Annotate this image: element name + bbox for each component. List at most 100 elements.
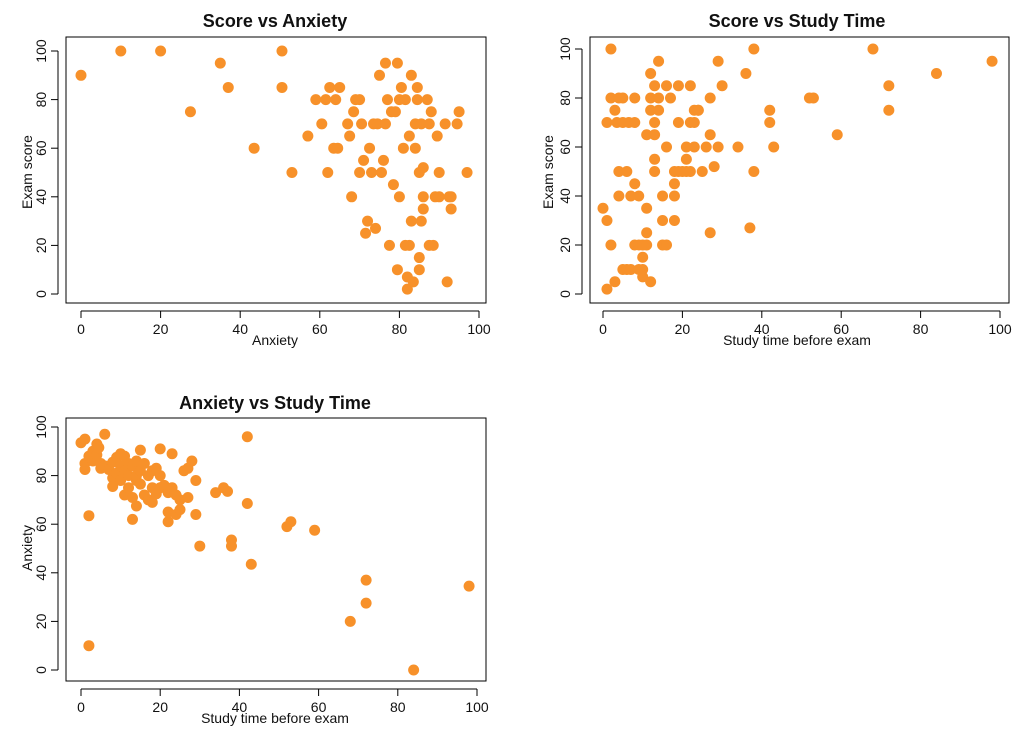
- x-tick-label: 0: [599, 321, 607, 337]
- data-point: [286, 167, 298, 178]
- y-tick-label: 0: [33, 666, 49, 674]
- x-tick-label: 100: [467, 321, 491, 337]
- data-point: [375, 167, 387, 178]
- data-point: [461, 167, 473, 178]
- x-tick-label: 20: [153, 321, 169, 337]
- data-point: [342, 118, 354, 130]
- data-point: [417, 162, 429, 174]
- data-point: [354, 167, 366, 178]
- x-tick-label: 100: [465, 699, 489, 715]
- data-point: [366, 167, 378, 178]
- x-tick-label: 20: [152, 699, 168, 715]
- data-point: [401, 283, 413, 295]
- data-point: [883, 104, 895, 116]
- data-point: [360, 574, 372, 586]
- data-point: [831, 129, 843, 141]
- data-point: [276, 81, 288, 93]
- data-point: [123, 482, 135, 494]
- data-point: [684, 80, 696, 92]
- data-point: [241, 498, 253, 510]
- data-point: [245, 558, 257, 570]
- data-point: [684, 166, 696, 177]
- data-point: [716, 80, 728, 92]
- data-point: [421, 94, 433, 106]
- data-point: [645, 276, 657, 288]
- data-point: [408, 664, 420, 676]
- data-point: [348, 106, 360, 118]
- data-point: [433, 191, 445, 203]
- data-point: [75, 69, 87, 81]
- data-point: [395, 81, 407, 93]
- data-point: [241, 431, 253, 443]
- data-point: [601, 283, 613, 295]
- data-point: [441, 276, 453, 288]
- data-point: [680, 141, 692, 153]
- data-point: [174, 504, 186, 516]
- data-point: [415, 215, 427, 227]
- data-point: [225, 540, 237, 552]
- data-point: [661, 80, 673, 92]
- data-point: [210, 487, 222, 499]
- y-tick-label: 80: [33, 468, 49, 484]
- data-point: [605, 92, 617, 104]
- data-point: [657, 215, 669, 226]
- data-point: [704, 129, 716, 141]
- data-point: [93, 442, 105, 454]
- data-point: [387, 179, 399, 191]
- data-point: [672, 117, 684, 128]
- data-point: [641, 202, 653, 214]
- data-point: [383, 239, 395, 251]
- data-point: [704, 227, 716, 239]
- data-point: [344, 615, 356, 627]
- data-point: [672, 80, 684, 92]
- data-point: [344, 130, 356, 142]
- data-point: [184, 106, 196, 118]
- data-point: [370, 222, 382, 234]
- data-point: [379, 118, 391, 130]
- data-point: [641, 239, 653, 251]
- data-point: [115, 474, 127, 486]
- data-point: [403, 130, 415, 142]
- data-point: [668, 190, 680, 202]
- data-point: [637, 271, 649, 283]
- data-point: [154, 443, 166, 455]
- data-point: [629, 92, 641, 104]
- data-point: [374, 69, 385, 81]
- y-tick-label: 40: [33, 189, 49, 205]
- data-point: [138, 457, 150, 469]
- x-tick-label: 80: [913, 321, 929, 337]
- data-point: [732, 141, 744, 153]
- plot-frame: [65, 36, 487, 304]
- x-tick-label: 80: [392, 321, 408, 337]
- data-point: [613, 190, 625, 202]
- y-tick-label: 100: [33, 39, 49, 63]
- data-point: [633, 190, 645, 202]
- data-point: [391, 57, 403, 69]
- data-point: [182, 491, 194, 503]
- data-point: [346, 191, 358, 203]
- data-point: [930, 68, 942, 79]
- data-point: [154, 470, 166, 482]
- data-point: [748, 166, 760, 177]
- y-tick-label: 0: [33, 290, 49, 298]
- data-point: [740, 68, 752, 79]
- data-point: [668, 178, 680, 190]
- y-tick-label: 20: [33, 237, 49, 253]
- data-point: [354, 94, 366, 106]
- data-point: [986, 55, 998, 67]
- data-point: [186, 455, 198, 467]
- data-point: [431, 130, 443, 142]
- data-point: [222, 81, 234, 93]
- x-axis-label: Study time before exam: [723, 332, 871, 348]
- data-point: [883, 80, 895, 92]
- data-point: [83, 640, 95, 652]
- data-point: [417, 191, 429, 203]
- y-axis-label: Exam score: [540, 135, 556, 209]
- data-point: [629, 117, 641, 128]
- x-tick-label: 100: [988, 321, 1012, 337]
- data-point: [688, 141, 700, 153]
- data-point: [309, 524, 321, 536]
- data-point: [399, 94, 411, 106]
- data-point: [115, 45, 127, 57]
- y-tick-label: 20: [557, 237, 573, 253]
